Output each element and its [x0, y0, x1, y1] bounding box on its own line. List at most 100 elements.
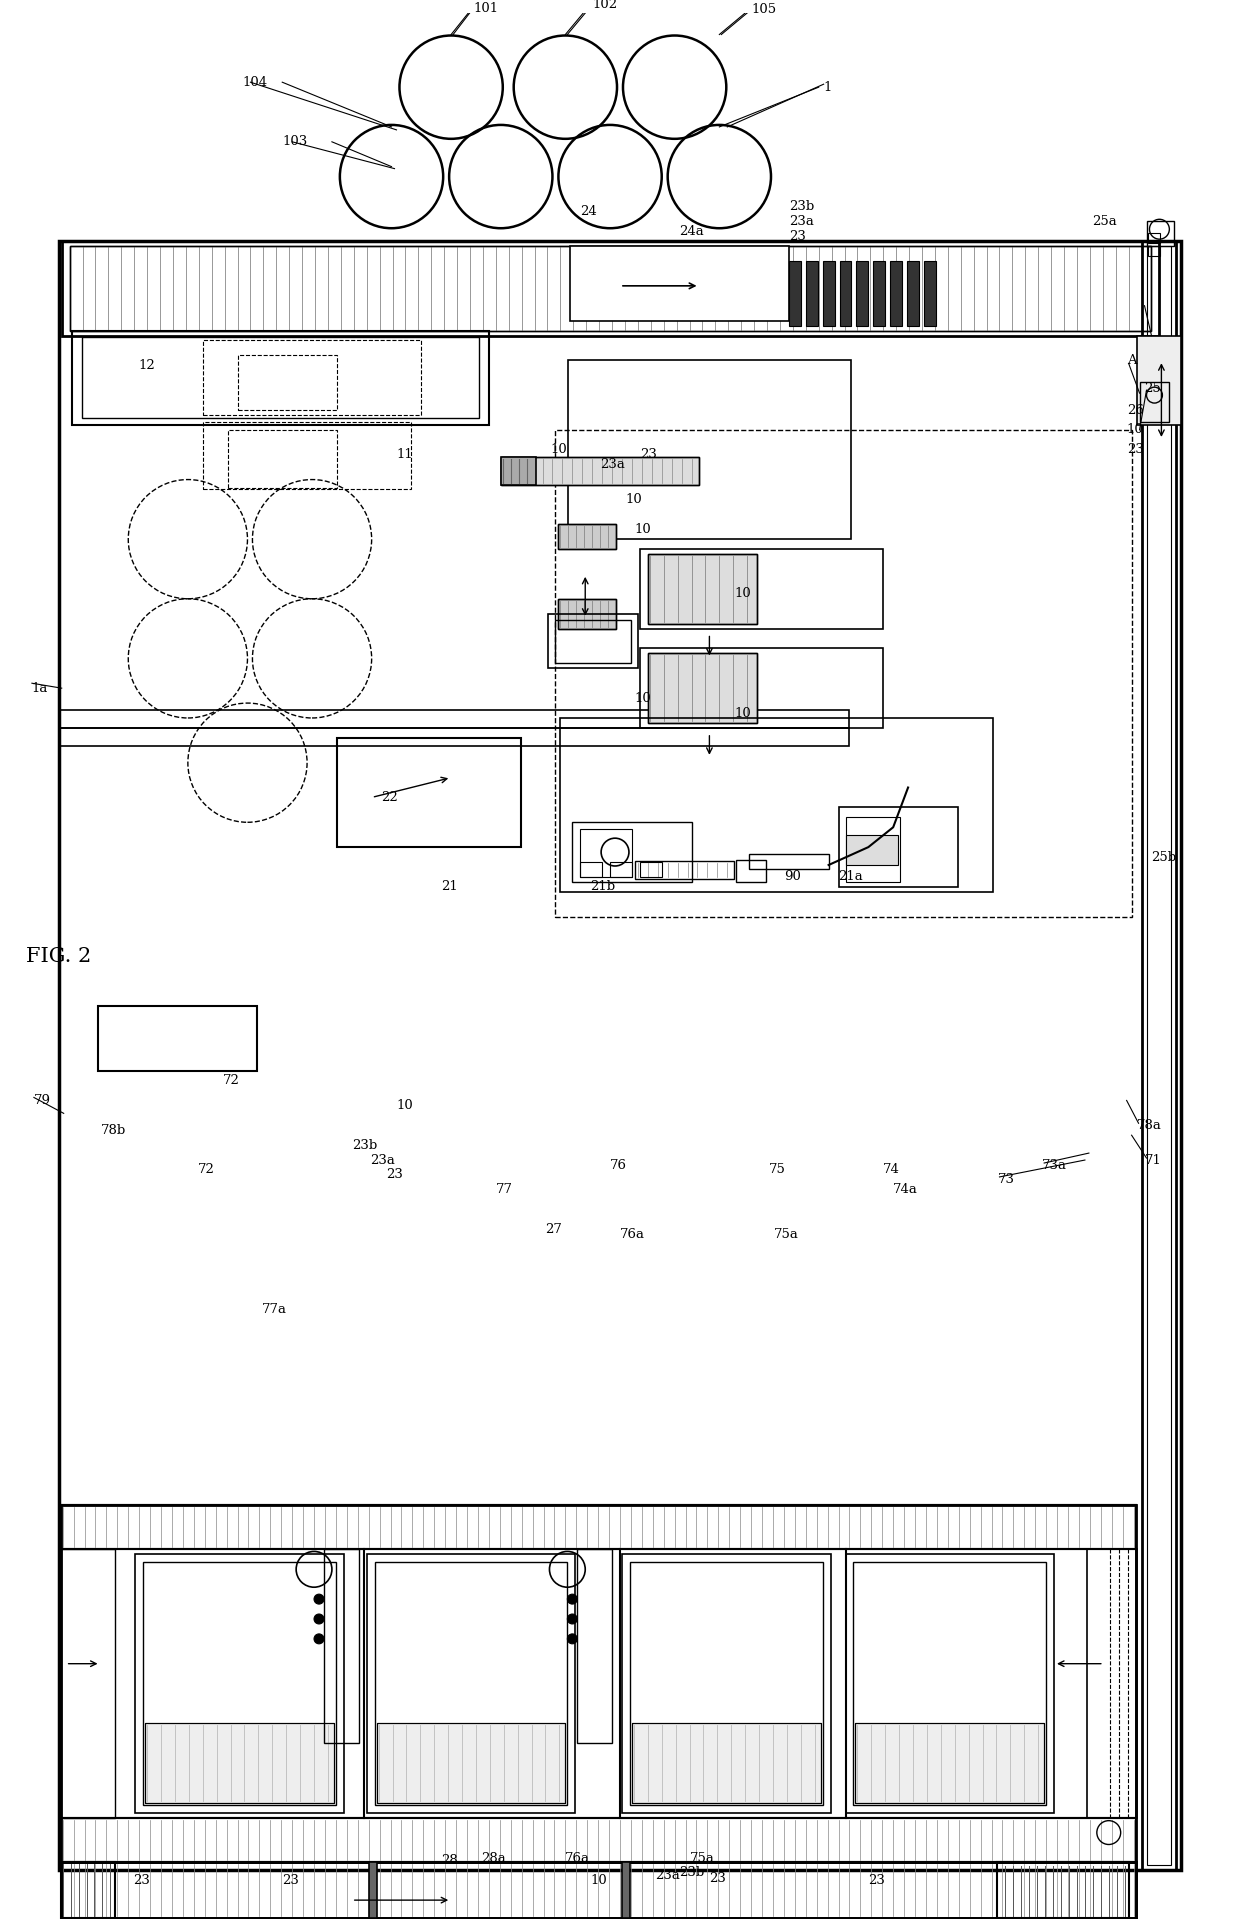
Text: 78b: 78b — [100, 1125, 125, 1136]
Bar — [501, 457, 699, 484]
Bar — [61, 1861, 115, 1917]
Bar — [58, 242, 1182, 1871]
Bar — [846, 817, 900, 883]
Text: 71: 71 — [1145, 1153, 1162, 1167]
Bar — [61, 1817, 1136, 1861]
Bar — [377, 1723, 565, 1802]
Bar — [98, 1006, 258, 1071]
Text: 74a: 74a — [893, 1184, 918, 1196]
Bar — [61, 1504, 1136, 1861]
Bar — [857, 261, 868, 326]
Text: 10: 10 — [734, 587, 751, 601]
Text: 26: 26 — [1127, 403, 1143, 416]
Bar — [640, 649, 883, 727]
Bar — [560, 718, 992, 892]
Bar — [1087, 1549, 1137, 1817]
Bar — [548, 614, 637, 668]
Text: 75a: 75a — [774, 1228, 799, 1242]
Bar — [640, 549, 883, 629]
Circle shape — [568, 1595, 578, 1604]
Text: 23: 23 — [133, 1873, 150, 1886]
Bar — [647, 652, 758, 723]
Text: 22: 22 — [382, 791, 398, 804]
Bar — [377, 1723, 565, 1802]
Text: 79: 79 — [33, 1094, 51, 1107]
Bar — [647, 555, 758, 624]
Text: 72: 72 — [198, 1163, 215, 1176]
Bar — [61, 1861, 1136, 1917]
Bar — [203, 340, 422, 415]
Text: 105: 105 — [751, 4, 776, 15]
Text: 10: 10 — [635, 691, 652, 704]
Text: 76a: 76a — [565, 1852, 590, 1865]
Bar — [62, 242, 1159, 336]
Bar — [856, 1723, 1044, 1802]
Bar — [789, 261, 801, 326]
Text: 10: 10 — [590, 1873, 606, 1886]
Text: 23a: 23a — [370, 1153, 394, 1167]
Text: 23: 23 — [789, 230, 806, 242]
Bar — [69, 246, 1152, 330]
Bar — [203, 422, 412, 489]
Text: 75: 75 — [769, 1163, 786, 1176]
Text: 10: 10 — [734, 706, 751, 720]
Text: 10: 10 — [1127, 424, 1143, 436]
Bar — [1142, 242, 1177, 1871]
Bar — [610, 862, 632, 877]
Bar — [61, 1817, 1136, 1861]
Text: 25b: 25b — [1152, 850, 1177, 864]
Bar — [367, 1554, 575, 1813]
Bar — [69, 246, 1152, 330]
Text: 77: 77 — [496, 1184, 513, 1196]
Bar — [578, 1549, 613, 1742]
Text: 23b: 23b — [680, 1865, 704, 1879]
Bar — [60, 727, 849, 746]
Bar — [737, 860, 766, 883]
Bar — [558, 524, 616, 549]
Bar — [61, 1861, 1136, 1917]
Text: 23b: 23b — [789, 200, 815, 213]
Bar — [873, 261, 885, 326]
Text: 1a: 1a — [32, 681, 48, 695]
Bar — [647, 652, 758, 723]
Circle shape — [568, 1614, 578, 1623]
Bar — [135, 1554, 343, 1813]
Text: 23: 23 — [387, 1169, 403, 1182]
Bar — [145, 1723, 334, 1802]
Text: 10: 10 — [625, 493, 642, 507]
Bar — [324, 1549, 358, 1742]
Text: 90: 90 — [784, 871, 801, 883]
Bar — [143, 1562, 336, 1804]
Text: FIG. 2: FIG. 2 — [26, 946, 92, 965]
Bar — [580, 862, 603, 877]
Text: 10: 10 — [397, 1100, 413, 1111]
Text: 101: 101 — [472, 2, 498, 15]
Bar — [368, 1861, 377, 1917]
Bar — [749, 854, 828, 869]
Bar — [632, 1723, 821, 1802]
Bar — [890, 261, 903, 326]
Text: 23a: 23a — [655, 1869, 680, 1883]
Bar — [501, 457, 536, 484]
Bar — [573, 821, 692, 883]
Bar — [630, 1562, 822, 1804]
Text: 76a: 76a — [620, 1228, 645, 1242]
Text: 23: 23 — [868, 1873, 885, 1886]
Text: 21b: 21b — [590, 881, 615, 894]
Bar — [635, 862, 734, 879]
Bar — [60, 710, 849, 727]
Bar — [1147, 221, 1174, 246]
Bar — [997, 1861, 1128, 1917]
Bar — [556, 430, 1132, 917]
Text: 104: 104 — [243, 75, 268, 88]
Text: 74: 74 — [883, 1163, 900, 1176]
Text: 28: 28 — [441, 1854, 458, 1867]
Text: 73a: 73a — [1042, 1159, 1068, 1171]
Bar — [61, 1504, 1136, 1549]
Bar — [1148, 246, 1161, 255]
Bar — [622, 1861, 630, 1917]
Bar — [622, 1554, 831, 1813]
Text: 21a: 21a — [838, 871, 863, 883]
Text: 11: 11 — [397, 449, 413, 461]
Bar — [570, 246, 789, 320]
